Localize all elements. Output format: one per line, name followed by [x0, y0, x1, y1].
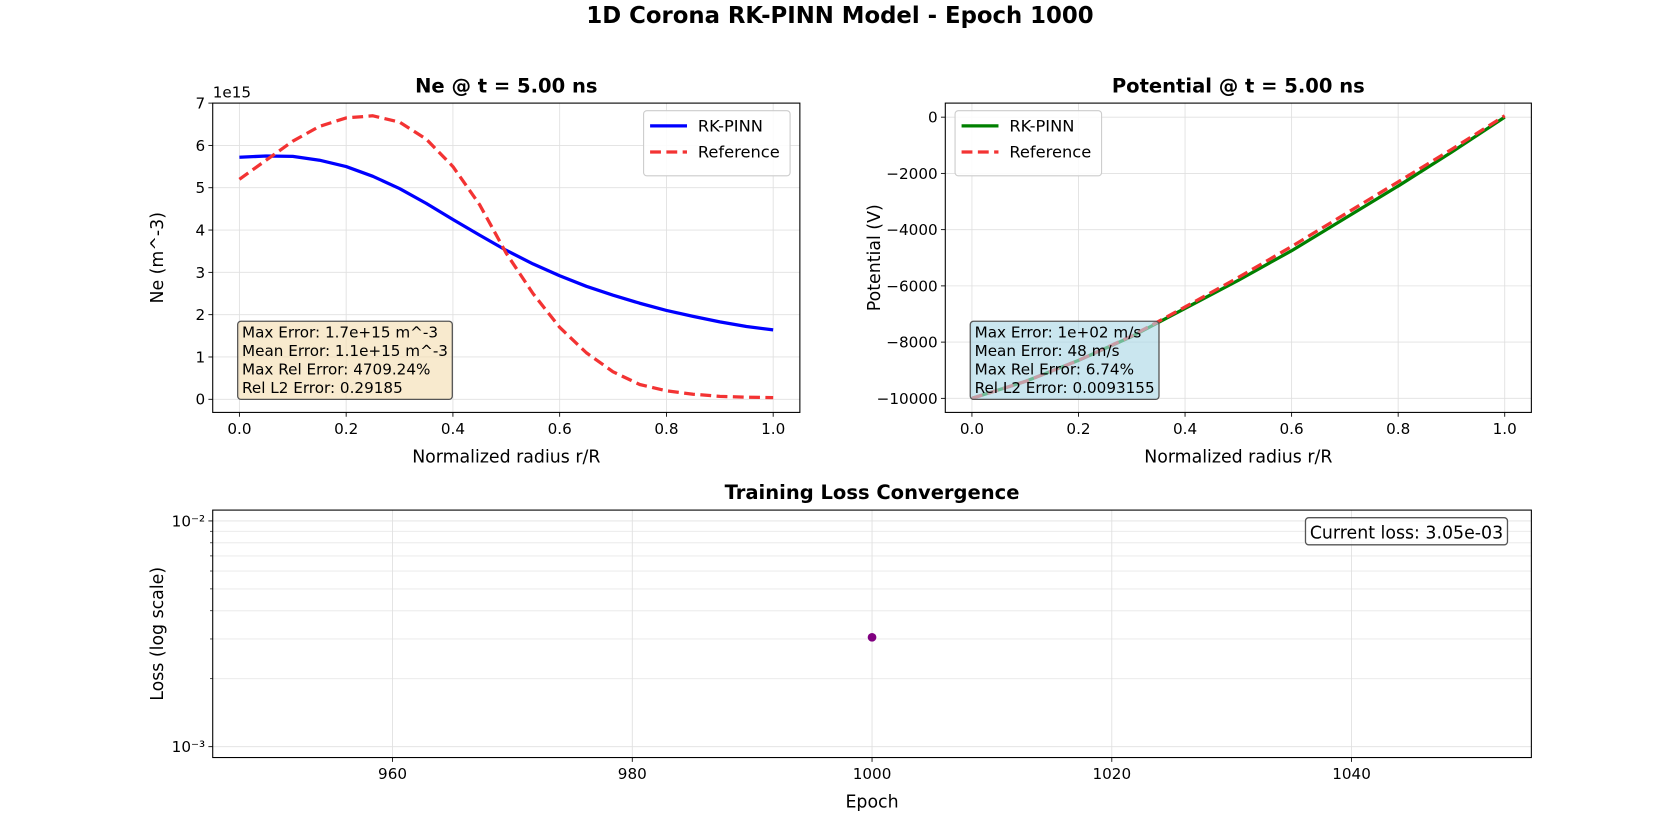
- x-tick-label: 0.6: [1280, 420, 1304, 438]
- y-tick-label: −10000: [877, 390, 938, 408]
- x-axis-label: Epoch: [845, 792, 898, 812]
- y-axis-label: Potential (V): [865, 204, 885, 311]
- series-line: [971, 114, 1506, 400]
- x-tick-label: 980: [618, 765, 647, 783]
- annotation-text: Max Error: 1.7e+15 m^-3: [242, 324, 438, 342]
- y-tick-label: 0: [928, 109, 938, 127]
- legend-label: Reference: [698, 142, 780, 161]
- annotation-text: Rel L2 Error: 0.29185: [242, 379, 403, 397]
- annotation-box: [969, 320, 1160, 401]
- series-line: [239, 154, 774, 332]
- y-tick-label: 2: [195, 306, 205, 324]
- annotation-text: Max Rel Error: 4709.24%: [242, 360, 430, 378]
- axes-frame: [212, 102, 801, 413]
- y-tick-label: 10⁻²: [172, 512, 205, 530]
- figure-body: 1D Corona RK-PINN Model - Epoch 1000 0.0…: [148, 3, 1532, 812]
- subplot: 0.0 0.2 0.4 0.6 0.8 1.0 −10000 −8000 −6000 −4000 −…: [865, 74, 1532, 467]
- x-tick-label: 1020: [1092, 765, 1131, 783]
- x-tick-label: 0.8: [654, 420, 678, 438]
- subplot: 960 980 1000 1020 1040 10⁻² 10⁻³ Training Loss …: [148, 481, 1532, 812]
- annotation-text: Mean Error: 48 m/s: [975, 342, 1120, 360]
- y-tick-label: 5: [195, 179, 205, 197]
- figure-title: 1D Corona RK-PINN Model - Epoch 1000: [586, 3, 1093, 29]
- legend: RK-PINN Reference: [643, 110, 791, 177]
- annotation-text: Max Error: 1e+02 m/s: [975, 324, 1142, 342]
- annotation-text: Mean Error: 1.1e+15 m^-3: [242, 342, 448, 360]
- legend-label: RK-PINN: [1009, 116, 1074, 135]
- y-axis-label: Ne (m^-3): [148, 212, 168, 303]
- y-tick-label: 10⁻³: [172, 738, 205, 756]
- x-tick-label: 0.4: [441, 420, 465, 438]
- subplot-title: Training Loss Convergence: [725, 481, 1020, 504]
- y-tick-label: 6: [195, 137, 205, 155]
- y-tick-label: −6000: [886, 277, 937, 295]
- x-tick-label: 1.0: [761, 420, 785, 438]
- y-axis-label: Loss (log scale): [148, 567, 168, 701]
- y-tick-label: −8000: [886, 334, 937, 352]
- x-tick-label: 1000: [853, 765, 892, 783]
- series-line: [238, 114, 774, 400]
- annotation: Current loss: 3.05e-03: [1304, 517, 1509, 546]
- annotation-box: [237, 320, 453, 401]
- legend-label: Reference: [1009, 142, 1091, 161]
- y-tick-label: 3: [195, 264, 205, 282]
- x-tick-label: 960: [378, 765, 407, 783]
- x-tick-label: 1040: [1332, 765, 1371, 783]
- x-tick-label: 0.2: [1066, 420, 1090, 438]
- x-tick-label: 0.8: [1386, 420, 1410, 438]
- x-tick-label: 0.2: [334, 420, 358, 438]
- axes-frame: [212, 509, 1532, 759]
- annotation-box: [1304, 517, 1509, 546]
- annotation-text: Rel L2 Error: 0.0093155: [975, 379, 1155, 397]
- y-tick-label: 0: [195, 391, 205, 409]
- x-axis-label: Normalized radius r/R: [1144, 447, 1332, 467]
- x-tick-label: 0.0: [960, 420, 984, 438]
- y-tick-label: 1: [195, 348, 205, 366]
- annotation-text: Current loss: 3.05e-03: [1310, 523, 1503, 543]
- x-tick-label: 1.0: [1493, 420, 1517, 438]
- scatter-point: [867, 633, 877, 642]
- legend: RK-PINN Reference: [954, 110, 1103, 177]
- y-tick-label: 4: [195, 221, 205, 239]
- y-tick-label: 7: [195, 95, 205, 113]
- subplot: 0.0 0.2 0.4 0.6 0.8 1.0 0 1 2 3 4 5 6 7 Ne @ t = 5.00 …: [148, 74, 801, 467]
- subplot-title: Potential @ t = 5.00 ns: [1112, 74, 1365, 97]
- x-axis-label: Normalized radius r/R: [412, 447, 600, 467]
- x-tick-label: 0.4: [1173, 420, 1197, 438]
- y-offset-label: 1e15: [213, 84, 251, 102]
- subplot-title: Ne @ t = 5.00 ns: [415, 74, 597, 97]
- axes-frame: [944, 102, 1532, 413]
- x-tick-label: 0.0: [227, 420, 251, 438]
- y-tick-label: −4000: [886, 221, 937, 239]
- annotation-text: Max Rel Error: 6.74%: [975, 360, 1134, 378]
- legend-label: RK-PINN: [698, 116, 763, 135]
- x-tick-label: 0.6: [548, 420, 572, 438]
- y-tick-label: −2000: [886, 165, 937, 183]
